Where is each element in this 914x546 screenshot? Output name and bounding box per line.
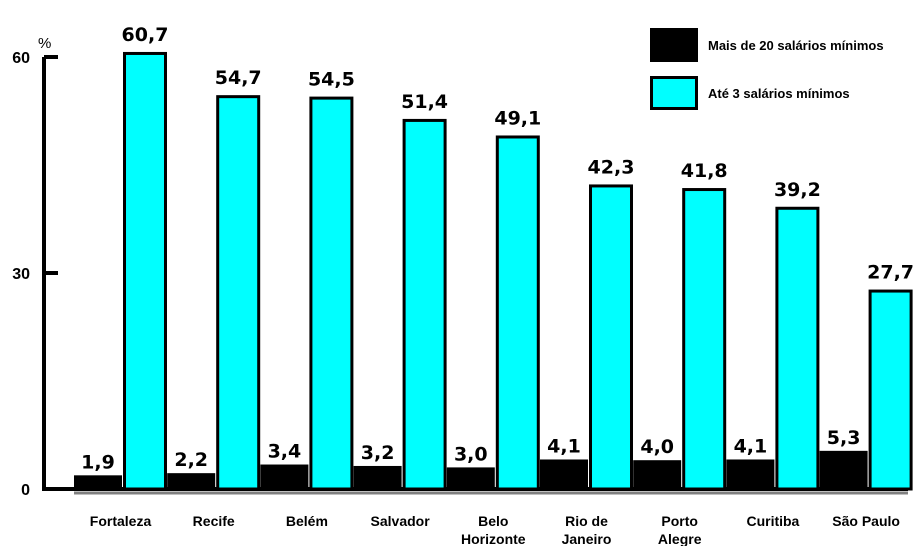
category-labels-layer: Fortaleza Recife Belém Salvador Belo Horizont…: [90, 513, 900, 546]
bar-mais-de-20: [819, 450, 868, 489]
bar-ate-3: [216, 95, 261, 491]
category-label: Janeiro: [562, 531, 612, 546]
value-label-ate-3: 41,8: [681, 160, 728, 182]
value-label-ate-3: 27,7: [867, 262, 914, 284]
category-label: Belo: [478, 513, 508, 529]
y-unit-label: %: [38, 35, 51, 52]
legend-swatch-ate-3: [650, 76, 698, 110]
category-label: Fortaleza: [90, 513, 152, 529]
category-label: Salvador: [371, 513, 431, 529]
category-label: São Paulo: [832, 513, 900, 529]
category-label: Belém: [286, 513, 328, 529]
value-label-mais-de-20: 3,4: [268, 441, 302, 463]
category-label: Horizonte: [461, 531, 526, 546]
legend-swatch-mais-de-20: [650, 28, 698, 62]
y-tick-label: 0: [21, 482, 30, 499]
bar-ate-3: [589, 184, 633, 491]
value-label-ate-3: 60,7: [122, 24, 169, 46]
legend-label-ate-3: Até 3 salários mínimos: [708, 86, 850, 101]
bar-mais-de-20: [633, 460, 682, 489]
value-label-ate-3: 54,7: [215, 67, 262, 89]
value-labels-layer: 1,9 60,7 2,2 54,7 3,4 54,5 3,2 51,4 3,0 49,1 4,1 42…: [81, 24, 914, 473]
bar-mais-de-20: [726, 459, 775, 489]
category-label: Curitiba: [746, 513, 799, 529]
category-label: Recife: [193, 513, 235, 529]
bar-mais-de-20: [260, 464, 309, 489]
bar-ate-3: [123, 51, 167, 491]
bar-mais-de-20: [446, 467, 495, 489]
value-label-mais-de-20: 4,1: [734, 435, 768, 457]
bar-ate-3: [682, 188, 727, 491]
value-label-mais-de-20: 3,2: [361, 442, 395, 464]
legend-label-mais-de-20: Mais de 20 salários mínimos: [708, 38, 884, 53]
value-label-mais-de-20: 4,0: [640, 436, 674, 458]
value-label-ate-3: 51,4: [401, 91, 448, 113]
value-label-mais-de-20: 1,9: [81, 451, 115, 473]
bar-ate-3: [868, 289, 913, 491]
bar-mais-de-20: [167, 473, 216, 489]
value-label-ate-3: 42,3: [588, 156, 635, 178]
value-label-ate-3: 39,2: [774, 179, 821, 201]
bars-layer: [74, 51, 913, 491]
value-label-mais-de-20: 4,1: [547, 435, 581, 457]
legend: Mais de 20 salários mínimos Até 3 salário…: [650, 28, 884, 110]
value-label-mais-de-20: 3,0: [454, 443, 488, 465]
category-label: Rio de: [565, 513, 608, 529]
bar-ate-3: [309, 96, 354, 491]
bar-ate-3: [402, 118, 447, 491]
value-label-ate-3: 49,1: [494, 107, 541, 129]
value-label-ate-3: 54,5: [308, 69, 355, 91]
value-label-mais-de-20: 2,2: [174, 449, 208, 471]
bar-mais-de-20: [540, 459, 588, 489]
y-tick-label: 30: [12, 266, 30, 283]
category-label: Porto: [661, 513, 698, 529]
bar-ate-3: [495, 135, 540, 491]
bar-mais-de-20: [74, 475, 122, 489]
bar-mais-de-20: [353, 465, 402, 489]
value-label-mais-de-20: 5,3: [827, 427, 861, 449]
bar-ate-3: [775, 206, 820, 491]
category-label: Alegre: [658, 531, 702, 546]
y-tick-label: 60: [12, 50, 30, 67]
